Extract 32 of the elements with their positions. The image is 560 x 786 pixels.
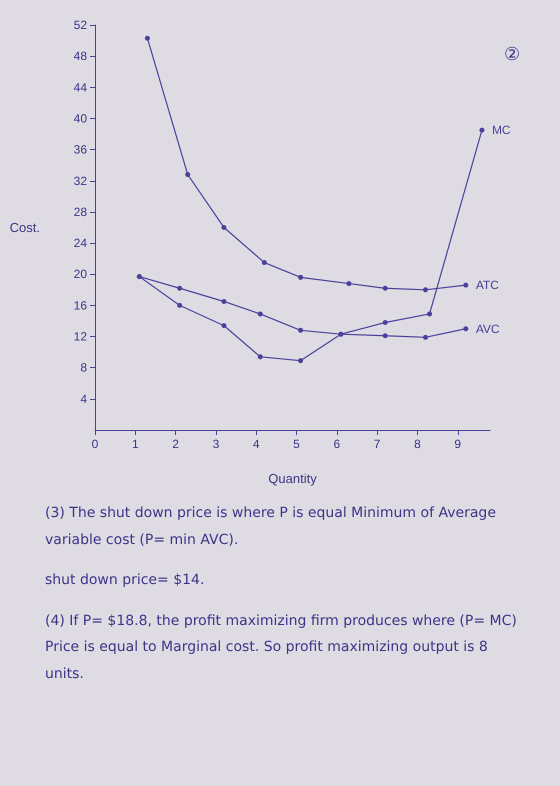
y-tick-label: 12 [74, 330, 88, 344]
y-tick-label: 44 [74, 80, 88, 94]
series-label: MC [492, 123, 511, 138]
y-tick-label: 4 [80, 392, 88, 406]
y-tick-label: 16 [74, 298, 88, 312]
text: ② [504, 44, 520, 64]
x-tick-label: 3 [212, 437, 220, 451]
text: (4) If P= $18.8, the profit maximizing firm produces where (P= MC) Price is equal to Marginal cost. So profit maximizing output is 8 units. [45, 612, 518, 684]
x-tick-label: 8 [414, 437, 422, 451]
y-axis-title: Cost. [10, 220, 40, 235]
y-tick-label: 24 [74, 236, 88, 250]
x-tick-label: 4 [252, 437, 260, 451]
y-tick-label: 36 [74, 142, 88, 157]
x-tick-label: 6 [333, 437, 340, 451]
text: (3) The shut down price is where P is equal Minimum of Average variable cost (P= min AVC). [45, 504, 497, 550]
x-tick-label: 0 [92, 437, 99, 451]
y-tick-label: 20 [74, 267, 88, 282]
y-tick-label: 48 [74, 49, 88, 64]
y-tick-label: 40 [74, 111, 88, 126]
x-tick-label: 5 [293, 437, 300, 451]
text: shut down price= $14. [45, 571, 206, 590]
y-tick-label: 28 [74, 204, 88, 219]
series-label: ATC [476, 278, 500, 292]
x-tick-label: 1 [132, 437, 139, 451]
series-label: AVC [476, 322, 500, 336]
y-tick-label: 32 [74, 174, 88, 188]
y-tick-label: 8 [80, 360, 88, 375]
x-axis-title: Quantity [268, 471, 318, 486]
x-tick-label: 2 [172, 437, 180, 451]
y-tick-label: 52 [74, 18, 88, 32]
x-tick-label: 9 [454, 437, 462, 451]
x-tick-label: 7 [374, 437, 381, 451]
